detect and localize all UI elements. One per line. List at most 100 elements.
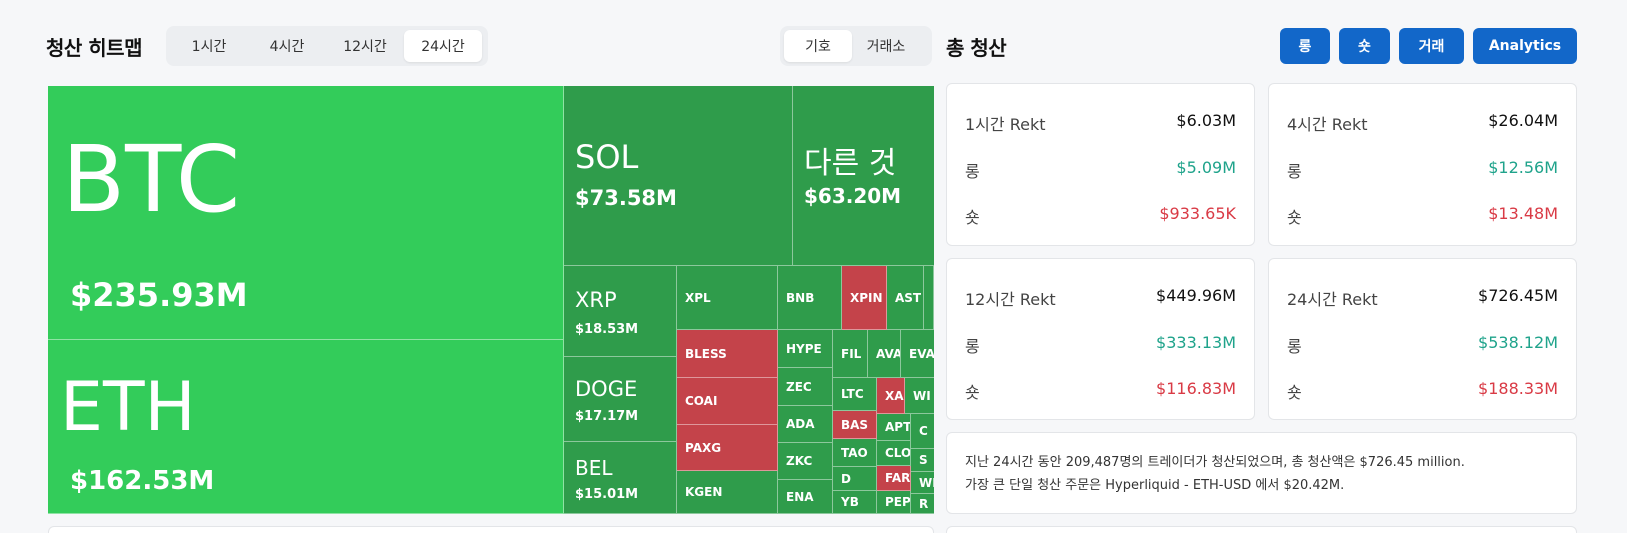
tile-value: $63.20M (804, 184, 902, 208)
tile-symbol: SOL (575, 138, 639, 176)
tab-symbol[interactable]: 기호 (784, 30, 852, 62)
tile-value: $73.58M (575, 186, 677, 210)
tile-ava[interactable]: AVA (868, 330, 901, 378)
card-total: $726.45M (1478, 286, 1558, 305)
total-liquidation-title: 총 청산 (946, 36, 1007, 60)
tile-eth[interactable]: ETH $162.53M (48, 340, 564, 514)
next-card-edge (946, 526, 1577, 533)
tile-ast[interactable]: AST (887, 266, 924, 330)
tile-pep[interactable]: PEP (877, 491, 911, 514)
card-title: 1시간 Rekt (965, 115, 1046, 134)
tile-value: $235.93M (70, 276, 248, 314)
long-label: 롱 (1287, 337, 1302, 356)
tile-symbol: 다른 것 (804, 146, 897, 181)
tile-wif[interactable]: D (833, 467, 877, 491)
tab-24h[interactable]: 24시간 (404, 30, 482, 62)
short-label: 숏 (965, 208, 980, 227)
tile-value: $15.01M (575, 487, 639, 502)
analytics-button[interactable]: Analytics (1473, 28, 1577, 64)
tab-4h[interactable]: 4시간 (269, 39, 305, 55)
short-value: $188.33M (1478, 379, 1558, 398)
tab-12h[interactable]: 12시간 (343, 39, 387, 55)
tile-s[interactable]: S (911, 449, 934, 472)
tile-bas[interactable]: BAS (833, 411, 877, 439)
tile-bel[interactable]: BEL $15.01M (564, 442, 677, 514)
card-total: $6.03M (1176, 111, 1236, 130)
tile-symbol: ETH (60, 368, 196, 447)
tile-apt[interactable]: APT (877, 414, 911, 441)
card-12h-rekt: 12시간 Rekt $449.96M 롱 $333.13M 숏 $116.83M (946, 258, 1255, 420)
grouping-selector: 기호 거래소 (780, 26, 932, 66)
trade-button[interactable]: 거래 (1399, 28, 1464, 64)
liquidation-summary: 지난 24시간 동안 209,487명의 트레이더가 청산되었으며, 총 청산액… (946, 432, 1577, 514)
tile-coai[interactable]: COAI (677, 378, 778, 425)
tile-value: $17.17M (575, 409, 639, 424)
tile-fartc[interactable]: ZKC (778, 443, 833, 480)
tile-tao[interactable]: TAO (833, 439, 877, 467)
tile-ada[interactable]: ADA (778, 406, 833, 443)
tile-btc[interactable]: BTC $235.93M (48, 86, 564, 340)
tile-symbol: XRP (575, 288, 617, 312)
tile-value: $18.53M (575, 322, 639, 337)
tile-value: $162.53M (70, 466, 215, 496)
card-total: $26.04M (1488, 111, 1558, 130)
heatmap-title: 청산 히트맵 (46, 36, 142, 60)
tile-eva[interactable]: EVA (901, 330, 934, 378)
tile-symbol: BEL (575, 456, 613, 480)
card-title: 4시간 Rekt (1287, 115, 1368, 134)
tile-xpl[interactable]: XPL (677, 266, 778, 330)
long-value: $333.13M (1156, 333, 1236, 352)
tile-paxg[interactable]: PAXG (677, 425, 778, 471)
tile-d[interactable]: WIF (911, 472, 934, 494)
tile-symbol: DOGE (575, 377, 638, 401)
tile-ltc[interactable]: LTC (833, 378, 877, 411)
card-24h-rekt: 24시간 Rekt $726.45M 롱 $538.12M 숏 $188.33M (1268, 258, 1577, 420)
tile-xpin[interactable]: XPIN (842, 266, 887, 330)
short-value: $933.65K (1159, 204, 1236, 223)
long-value: $5.09M (1176, 158, 1236, 177)
card-title: 12시간 Rekt (965, 290, 1056, 309)
tile-hype[interactable]: HYPE (778, 330, 833, 368)
card-1h-rekt: 1시간 Rekt $6.03M 롱 $5.09M 숏 $933.65K (946, 83, 1255, 246)
tile-other[interactable]: 다른 것 $63.20M (793, 86, 934, 266)
summary-line-1: 지난 24시간 동안 209,487명의 트레이더가 청산되었으며, 총 청산액… (965, 455, 1465, 470)
tile-zec[interactable]: ZEC (778, 368, 833, 406)
long-label: 롱 (965, 162, 980, 181)
long-button[interactable]: 롱 (1280, 28, 1330, 64)
tile-yb[interactable]: YB (833, 491, 877, 514)
tile-doge[interactable]: DOGE $17.17M (564, 357, 677, 442)
tile-wi[interactable]: WI (905, 378, 934, 414)
tile-r[interactable]: R (911, 494, 934, 514)
card-4h-rekt: 4시간 Rekt $26.04M 롱 $12.56M 숏 $13.48M (1268, 83, 1577, 246)
long-label: 롱 (965, 337, 980, 356)
tile-bnb[interactable]: BNB (778, 266, 842, 330)
tile-xrp[interactable]: XRP $18.53M (564, 266, 677, 357)
tile-symbol: BTC (62, 126, 241, 233)
card-title: 24시간 Rekt (1287, 290, 1378, 309)
tab-exchange[interactable]: 거래소 (866, 39, 906, 55)
long-value: $12.56M (1488, 158, 1558, 177)
tile-misc[interactable] (924, 266, 934, 330)
summary-line-2: 가장 큰 단일 청산 주문은 Hyperliquid - ETH-USD 에서 … (965, 478, 1345, 493)
short-label: 숏 (965, 383, 980, 402)
tile-bless[interactable]: BLESS (677, 330, 778, 378)
short-label: 숏 (1287, 208, 1302, 227)
short-button[interactable]: 숏 (1339, 28, 1390, 64)
tile-zkc[interactable]: FARTC (877, 466, 911, 491)
tile-c[interactable]: C (911, 414, 934, 449)
short-value: $13.48M (1488, 204, 1558, 223)
tile-ena[interactable]: ENA (778, 480, 833, 514)
liquidation-treemap: BTC $235.93M ETH $162.53M SOL $73.58M 다른… (48, 86, 934, 514)
tile-xa[interactable]: XA (877, 378, 905, 414)
tile-kgen[interactable]: KGEN (677, 471, 778, 514)
short-label: 숏 (1287, 383, 1302, 402)
next-panel-edge (48, 526, 934, 533)
short-value: $116.83M (1156, 379, 1236, 398)
tile-clo[interactable]: CLO (877, 441, 911, 466)
card-total: $449.96M (1156, 286, 1236, 305)
tile-fil[interactable]: FIL (833, 330, 868, 378)
tab-1h[interactable]: 1시간 (191, 39, 227, 55)
tile-sol[interactable]: SOL $73.58M (564, 86, 793, 266)
long-label: 롱 (1287, 162, 1302, 181)
long-value: $538.12M (1478, 333, 1558, 352)
